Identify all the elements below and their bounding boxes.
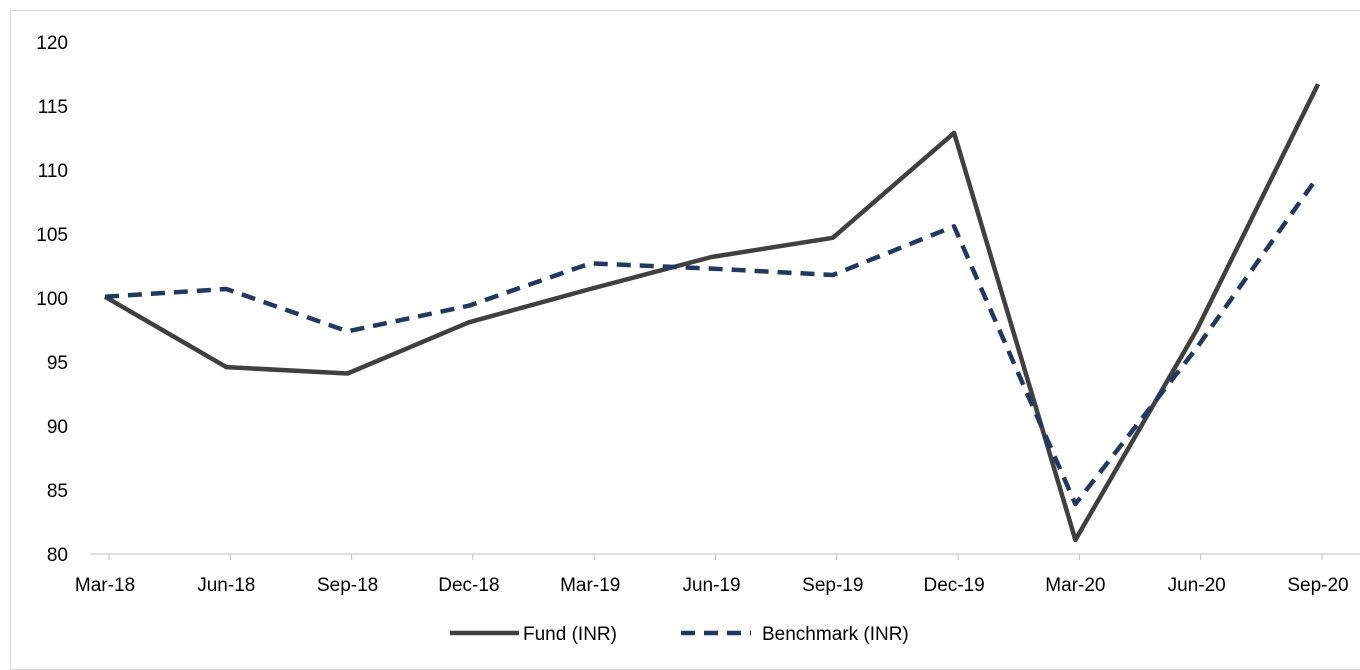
y-tick-label: 120: [36, 33, 68, 54]
legend-label: Benchmark (INR): [762, 624, 909, 645]
y-tick-label: 80: [47, 545, 68, 566]
chart-frame: [10, 10, 1360, 670]
y-tick-label: 110: [38, 161, 68, 182]
y-tick-label: 105: [36, 225, 68, 246]
x-tick-label: Sep-19: [802, 575, 863, 596]
fund-series-line: [103, 83, 1321, 543]
y-tick-label: 100: [36, 289, 68, 310]
legend-label: Fund (INR): [523, 624, 617, 645]
series-layer: [103, 83, 1321, 543]
x-tick-label: Dec-18: [438, 575, 499, 596]
x-tick-label: Mar-18: [75, 575, 135, 596]
legend: Fund (INR) Benchmark (INR): [450, 624, 909, 645]
x-tick-label: Mar-19: [560, 575, 620, 596]
x-tick-label: Jun-20: [1168, 575, 1226, 596]
y-tick-label: 85: [47, 481, 68, 502]
benchmark-series-line: [104, 175, 1320, 507]
y-tick-label: 95: [47, 353, 68, 374]
x-tick-label: Sep-18: [317, 575, 378, 596]
y-axis: 80 85 90 95 100 105 110 115 120: [36, 33, 68, 566]
x-tick-label: Jun-18: [197, 575, 255, 596]
x-tick-label: Mar-20: [1045, 575, 1105, 596]
y-tick-label: 115: [38, 97, 68, 118]
x-tick-label: Sep-20: [1287, 575, 1348, 596]
y-tick-label: 90: [47, 417, 68, 438]
x-tick-label: Jun-19: [682, 575, 740, 596]
x-tick-label: Dec-19: [923, 575, 984, 596]
x-axis: Mar-18 Jun-18 Sep-18 Dec-18 Mar-19 Jun-19 Sep-…: [75, 553, 1360, 596]
